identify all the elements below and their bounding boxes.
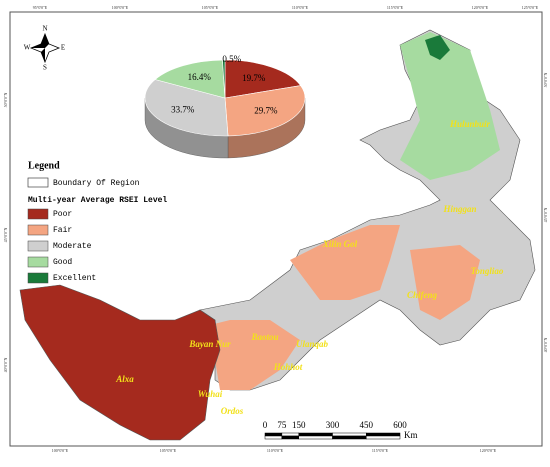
good-area xyxy=(400,32,500,180)
compass-n: N xyxy=(42,25,47,33)
graticule-label: 115°0'0"E xyxy=(387,5,404,10)
scale-segment xyxy=(298,432,333,437)
legend-subtitle: Multi-year Average RSEI Level xyxy=(28,196,167,205)
compass: N S W E xyxy=(24,25,65,72)
pie-value-label: 29.7% xyxy=(254,105,278,115)
pie-value-label: 33.7% xyxy=(171,104,195,114)
region-label: Hulunbuir xyxy=(449,119,491,129)
fair-area xyxy=(410,245,480,320)
region-label: Xilin Gol xyxy=(322,239,358,249)
legend-swatch xyxy=(27,272,49,284)
graticule-label: 45°0'0"N xyxy=(3,227,8,242)
scale-tick-label: 450 xyxy=(360,420,374,430)
compass-w: W xyxy=(24,44,31,52)
scale-segment xyxy=(264,435,283,440)
pie-slice xyxy=(224,85,306,137)
legend-label: Excellent xyxy=(53,274,96,283)
boundary-swatch xyxy=(27,177,49,188)
graticule-label: 40°0'0"N xyxy=(543,337,548,352)
scale-segment xyxy=(332,435,367,440)
scale-tick-label: 300 xyxy=(326,420,340,430)
graticule-label: 100°0'0"E xyxy=(112,5,129,10)
graticule-label: 105°0'0"E xyxy=(160,448,177,453)
scale-tick-label: 150 xyxy=(292,420,306,430)
compass-s: S xyxy=(43,64,47,72)
excellent-area xyxy=(425,35,450,60)
region-label: Chifeng xyxy=(407,290,438,300)
region-label: Hohhot xyxy=(273,362,303,372)
legend-label: Fair xyxy=(53,226,72,235)
graticule-label: 45°0'0"N xyxy=(543,207,548,222)
scale-segment xyxy=(264,432,283,437)
region-label: Tongliao xyxy=(471,266,504,276)
pie-slice xyxy=(154,59,226,99)
pie-value-label: 0.5% xyxy=(222,54,241,64)
scale-unit: Km xyxy=(404,430,418,440)
legend-label: Good xyxy=(53,258,72,267)
graticule-label: 50°0'0"N xyxy=(3,92,8,107)
region-label: Ordos xyxy=(221,406,244,416)
region-label: Wuhai xyxy=(198,389,223,399)
graticule-label: 95°0'0"E xyxy=(33,5,48,10)
legend-swatch xyxy=(27,256,49,268)
legend-title: Legend xyxy=(28,160,60,171)
graticule-label: 125°0'0"E xyxy=(522,5,539,10)
scale-segment xyxy=(281,435,299,440)
scale-tick-label: 600 xyxy=(393,420,407,430)
map-shapes xyxy=(19,29,536,441)
legend-swatch xyxy=(27,240,49,252)
legend-label: Poor xyxy=(53,210,72,219)
legend-swatch xyxy=(27,208,49,220)
scale-tick-label: 0 xyxy=(263,420,268,430)
graticule-label: 110°0'0"E xyxy=(292,5,309,10)
region-label: Alxa xyxy=(115,374,134,384)
region-label: Ulanqab xyxy=(296,339,329,349)
region-label: Bayan Nur xyxy=(188,339,231,349)
legend-boundary: Boundary Of Region xyxy=(53,179,140,188)
region-label: Baotou xyxy=(250,332,278,342)
legend-swatch xyxy=(27,224,49,236)
graticule-label: 110°0'0"E xyxy=(267,448,284,453)
graticule-label: 120°0'0"E xyxy=(480,448,497,453)
graticule-label: 115°0'0"E xyxy=(372,448,389,453)
scale-segment xyxy=(366,432,401,437)
pie-value-label: 19.7% xyxy=(242,73,266,83)
fair-area xyxy=(290,225,400,300)
graticule-label: 105°0'0"E xyxy=(202,5,219,10)
graticule-label: 40°0'0"N xyxy=(3,357,8,372)
region-label: Hinggan xyxy=(442,204,476,214)
graticule-label: 50°0'0"N xyxy=(543,72,548,87)
poor-area xyxy=(19,284,221,441)
scale-segment xyxy=(332,432,367,437)
compass-star-fill xyxy=(31,34,49,62)
pie-slice xyxy=(222,59,226,99)
scale-segment xyxy=(281,432,299,437)
compass-e: E xyxy=(61,44,65,52)
scale-segment xyxy=(298,435,333,440)
pie-value-label: 16.4% xyxy=(188,72,212,82)
graticule-label: 100°0'0"E xyxy=(52,448,69,453)
graticule-label: 120°0'0"E xyxy=(472,5,489,10)
legend-label: Moderate xyxy=(53,242,92,251)
scale-tick-label: 75 xyxy=(277,420,287,430)
scale-segment xyxy=(366,435,401,440)
